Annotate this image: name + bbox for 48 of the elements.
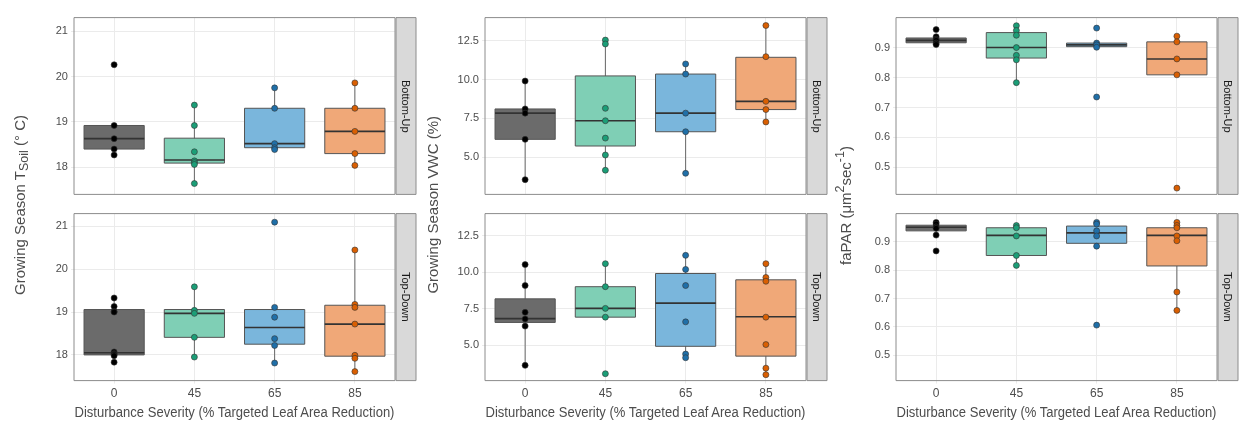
x-tick-label: 65: [1089, 386, 1104, 401]
y-tick-label: 0.7: [874, 100, 890, 113]
x-tick-label: 85: [348, 386, 362, 401]
x-tick-label: 0: [932, 386, 940, 401]
y-tick-label: 20: [55, 69, 68, 82]
y-tick-label: 0.6: [874, 130, 890, 143]
y-tick-label: 0.9: [874, 234, 890, 247]
x-axis-title: Disturbance Severity (% Targeted Leaf Area Reduction): [896, 403, 1217, 421]
y-tick-label: 0.9: [874, 40, 890, 53]
y-tick-label: 10.0: [457, 72, 479, 85]
y-tick-label: 0.5: [874, 160, 890, 173]
text: Bottom-Up: [1222, 79, 1234, 133]
text: Top-Down: [400, 272, 412, 322]
x-tick-label: 65: [267, 386, 282, 401]
x-tick-label: 45: [187, 386, 202, 401]
x-tick-label: 85: [1170, 386, 1184, 401]
x-tick-label: 0: [110, 386, 118, 401]
y-tick-label: 18: [55, 347, 68, 360]
x-tick-label: 65: [678, 386, 693, 401]
y-tick-label: 21: [55, 219, 68, 232]
y-tick-label: 20: [55, 262, 68, 275]
y-tick-label: 19: [55, 305, 68, 318]
y-tick-label: 5.0: [463, 150, 479, 163]
text: Top-Down: [811, 272, 823, 322]
y-tick-label: 12.5: [457, 228, 479, 241]
y-tick-label: 21: [55, 24, 68, 37]
x-tick-label: 85: [759, 386, 773, 401]
y-tick-label: 0.6: [874, 319, 890, 332]
y-tick-label: 0.5: [874, 348, 890, 361]
x-tick-label: 45: [598, 386, 613, 401]
text: Top-Down: [1222, 272, 1234, 322]
x-tick-label: 45: [1009, 386, 1024, 401]
y-tick-label: 0.8: [874, 263, 890, 276]
y-tick-label: 0.8: [874, 70, 890, 83]
x-axis-title: Disturbance Severity (% Targeted Leaf Area Reduction): [485, 403, 806, 421]
y-tick-label: 18: [55, 160, 68, 173]
y-tick-label: 7.5: [463, 111, 479, 124]
y-tick-label: 5.0: [463, 338, 479, 351]
y-axis-title: Growing Season VWC (%): [423, 116, 441, 294]
y-tick-label: 12.5: [457, 33, 479, 46]
x-axis-title: Disturbance Severity (% Targeted Leaf Area Reduction): [74, 403, 395, 421]
y-tick-label: 0.7: [874, 291, 890, 304]
x-tick-label: 0: [521, 386, 529, 401]
text: Bottom-Up: [400, 79, 412, 133]
y-tick-label: 7.5: [463, 301, 479, 314]
text: Bottom-Up: [811, 79, 823, 133]
y-tick-label: 10.0: [457, 265, 479, 278]
y-tick-label: 19: [55, 114, 68, 127]
